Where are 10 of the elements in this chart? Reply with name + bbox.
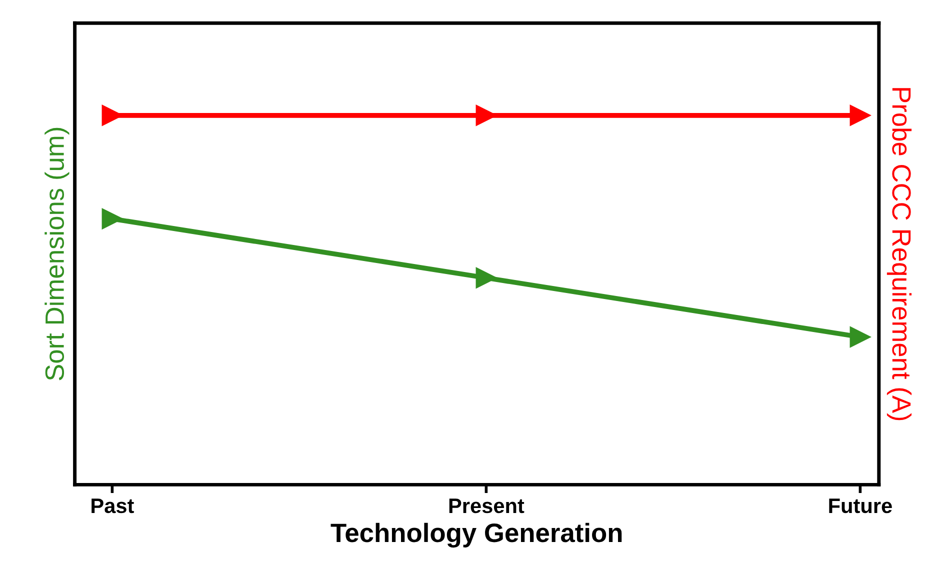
x-tick-label: Future xyxy=(829,498,892,514)
point xyxy=(476,267,497,288)
x-tick-label: Past xyxy=(92,498,134,514)
x-tick-label: Present xyxy=(449,498,524,514)
x-axis-title: Technology Generation xyxy=(330,522,622,548)
y2-axis-title: Probe CCC Requirement (A) xyxy=(886,88,912,420)
point xyxy=(850,104,871,126)
point xyxy=(850,326,871,348)
point xyxy=(102,208,123,230)
y-axis-title: Sort Dimensions (um) xyxy=(44,128,70,380)
